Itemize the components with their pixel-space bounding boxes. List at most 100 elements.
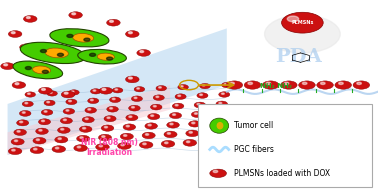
Circle shape	[85, 107, 96, 113]
Circle shape	[129, 32, 132, 34]
Circle shape	[77, 135, 90, 142]
Circle shape	[175, 105, 178, 106]
Circle shape	[129, 116, 132, 117]
Circle shape	[110, 108, 113, 109]
Circle shape	[110, 97, 121, 102]
Circle shape	[129, 77, 132, 79]
Circle shape	[197, 93, 208, 98]
Circle shape	[216, 101, 228, 107]
Circle shape	[14, 129, 26, 136]
Circle shape	[107, 57, 113, 60]
Circle shape	[101, 125, 114, 131]
Circle shape	[69, 12, 82, 19]
Circle shape	[42, 88, 45, 90]
Circle shape	[61, 129, 64, 130]
Circle shape	[90, 89, 101, 94]
Circle shape	[280, 81, 297, 89]
Circle shape	[219, 92, 230, 97]
Circle shape	[36, 128, 48, 134]
Text: PDA: PDA	[275, 48, 322, 66]
Ellipse shape	[45, 48, 68, 58]
Circle shape	[213, 110, 225, 116]
Circle shape	[172, 103, 184, 109]
Circle shape	[183, 139, 197, 146]
Ellipse shape	[13, 61, 63, 79]
Circle shape	[30, 147, 44, 153]
Circle shape	[69, 90, 79, 95]
Circle shape	[150, 104, 162, 110]
Circle shape	[208, 140, 212, 142]
Circle shape	[164, 131, 177, 138]
Circle shape	[55, 136, 68, 143]
Circle shape	[90, 53, 96, 56]
Circle shape	[50, 92, 52, 93]
Circle shape	[39, 87, 52, 94]
Circle shape	[159, 87, 161, 88]
Circle shape	[85, 118, 88, 120]
Circle shape	[219, 102, 222, 104]
Circle shape	[17, 131, 20, 132]
Circle shape	[12, 149, 15, 151]
Text: Tumor cell: Tumor cell	[234, 121, 274, 130]
Circle shape	[39, 119, 51, 125]
Circle shape	[23, 45, 26, 47]
Circle shape	[148, 114, 160, 120]
Circle shape	[265, 15, 340, 53]
Circle shape	[25, 102, 28, 104]
Ellipse shape	[97, 53, 115, 60]
Circle shape	[61, 91, 75, 98]
Circle shape	[77, 146, 81, 148]
Circle shape	[28, 93, 30, 94]
Circle shape	[175, 94, 186, 99]
Circle shape	[156, 96, 159, 98]
Circle shape	[57, 127, 70, 133]
Circle shape	[213, 170, 218, 173]
Circle shape	[84, 38, 90, 41]
Circle shape	[88, 98, 99, 104]
Circle shape	[72, 13, 76, 15]
Circle shape	[66, 99, 77, 105]
Circle shape	[205, 138, 218, 145]
Circle shape	[299, 81, 315, 89]
Circle shape	[145, 123, 158, 129]
Circle shape	[64, 119, 67, 121]
Circle shape	[186, 141, 190, 143]
Circle shape	[42, 70, 48, 73]
Circle shape	[139, 142, 153, 148]
Circle shape	[82, 117, 94, 123]
Circle shape	[26, 17, 30, 19]
Polygon shape	[8, 85, 170, 155]
Circle shape	[40, 50, 46, 53]
Ellipse shape	[20, 42, 85, 64]
Circle shape	[161, 140, 175, 147]
Circle shape	[194, 113, 197, 114]
Circle shape	[58, 138, 61, 139]
Circle shape	[284, 82, 289, 84]
Circle shape	[41, 109, 53, 115]
Circle shape	[164, 142, 168, 144]
Circle shape	[82, 127, 86, 129]
Circle shape	[88, 109, 91, 110]
Circle shape	[167, 122, 179, 128]
Circle shape	[110, 20, 113, 22]
Circle shape	[107, 117, 110, 119]
Circle shape	[191, 112, 203, 118]
Circle shape	[153, 105, 156, 107]
Circle shape	[186, 130, 199, 137]
Circle shape	[20, 121, 23, 123]
Text: NH₂ NH₂: NH₂ NH₂	[260, 83, 292, 89]
Circle shape	[180, 86, 183, 87]
Circle shape	[142, 132, 155, 139]
Circle shape	[244, 81, 261, 89]
Ellipse shape	[50, 29, 109, 47]
Circle shape	[143, 143, 146, 145]
Circle shape	[266, 82, 271, 84]
Circle shape	[44, 100, 55, 106]
Circle shape	[115, 89, 118, 90]
Circle shape	[23, 15, 37, 22]
Circle shape	[36, 139, 39, 141]
Circle shape	[248, 82, 253, 84]
Circle shape	[134, 87, 145, 92]
Circle shape	[25, 92, 36, 97]
Text: NIR (808 nm)
Irradiation: NIR (808 nm) Irradiation	[81, 138, 138, 157]
